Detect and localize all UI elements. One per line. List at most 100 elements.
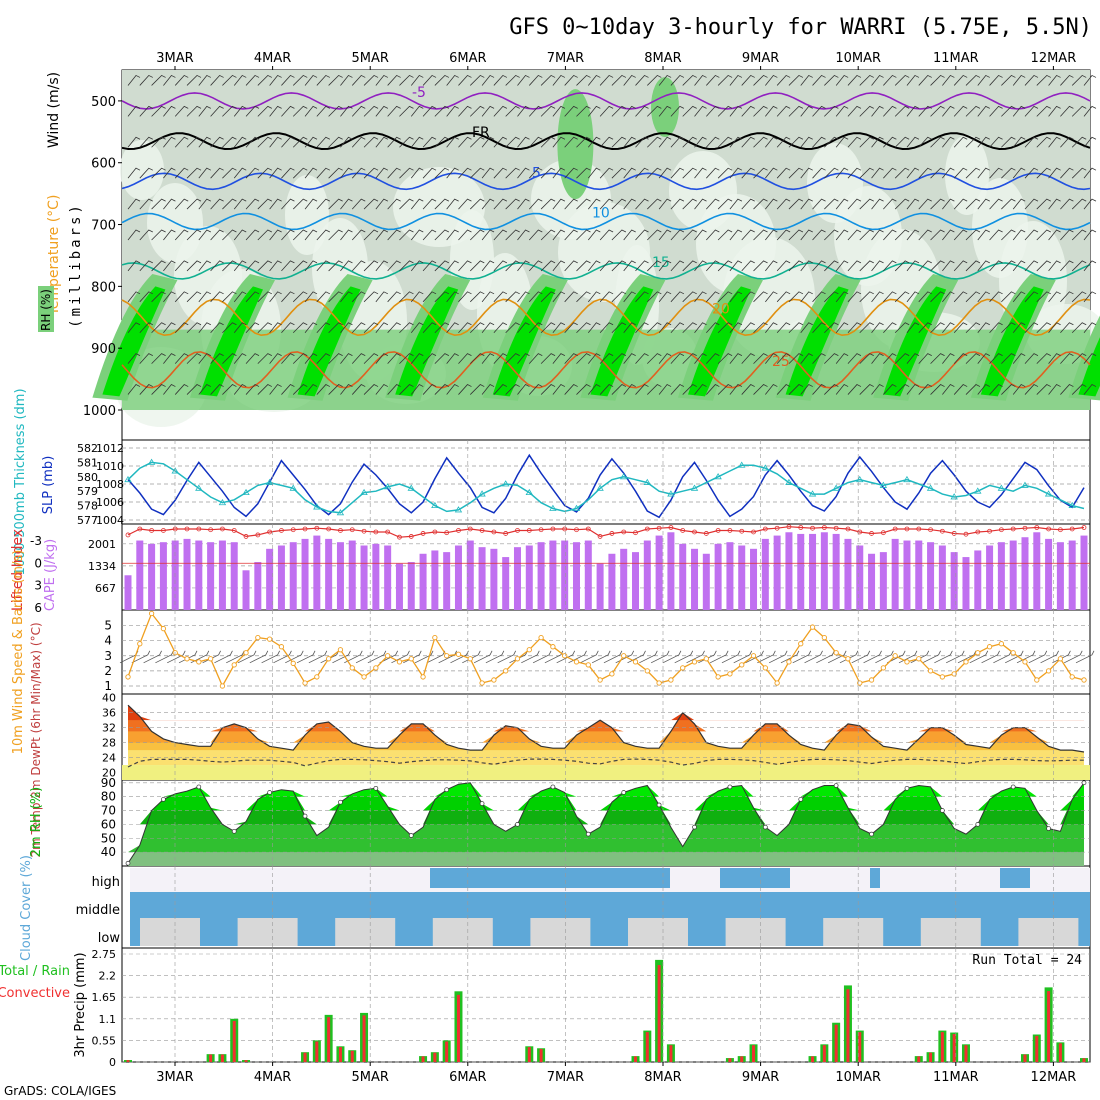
thickness-marker bbox=[1044, 490, 1053, 497]
wind-barb bbox=[269, 229, 282, 241]
isotherm-freezing bbox=[121, 132, 1091, 151]
wind-barb bbox=[647, 74, 662, 86]
wind-barb bbox=[351, 353, 366, 364]
wind-barb bbox=[953, 353, 968, 364]
wind-barb bbox=[198, 198, 211, 210]
wind-barb bbox=[942, 260, 955, 272]
wind-barb bbox=[706, 74, 720, 86]
wind-barb bbox=[682, 322, 697, 334]
wind-barb bbox=[540, 384, 556, 395]
wind-barb bbox=[765, 353, 778, 364]
wind-barb bbox=[269, 136, 282, 148]
wind-barb bbox=[871, 322, 884, 333]
wind-barb bbox=[1001, 260, 1016, 272]
precip-conv-bar bbox=[657, 964, 661, 1062]
wind-barb bbox=[906, 291, 920, 303]
rh-marker bbox=[692, 824, 697, 830]
wind-barb bbox=[257, 167, 273, 179]
wind-barb bbox=[835, 105, 849, 117]
wind-barb bbox=[871, 353, 884, 364]
precip-conv-bar bbox=[327, 1017, 331, 1062]
wind-barb bbox=[410, 260, 424, 272]
wind-barb bbox=[753, 260, 768, 272]
wind-barb bbox=[493, 291, 508, 303]
wind-barb bbox=[434, 136, 450, 148]
wind-barb bbox=[1083, 105, 1097, 117]
wind-barb bbox=[977, 291, 990, 303]
wind-barb bbox=[686, 650, 705, 664]
wind-barb bbox=[245, 167, 260, 179]
wind-barb bbox=[694, 136, 707, 148]
wind-speed-marker bbox=[196, 659, 202, 665]
wind-barb bbox=[623, 353, 636, 364]
wind-barb bbox=[611, 167, 627, 179]
precip-conv-bar bbox=[645, 1032, 649, 1062]
wind-barb bbox=[186, 384, 202, 395]
slp-tick: 1012 bbox=[96, 442, 124, 455]
wind-barb bbox=[281, 167, 295, 179]
wind-barb bbox=[186, 198, 202, 210]
wind-barb bbox=[328, 260, 343, 272]
wind-barb bbox=[281, 136, 295, 148]
wind-barb bbox=[481, 229, 495, 241]
wind-barb bbox=[340, 384, 353, 395]
cape-bar bbox=[407, 562, 415, 610]
date-label: 3MAR bbox=[156, 1070, 193, 1085]
wind-barb bbox=[812, 322, 826, 333]
slp-tick: 1010 bbox=[96, 460, 124, 473]
rh-line bbox=[127, 782, 1085, 864]
wind-barb bbox=[587, 136, 601, 148]
wind-barb bbox=[387, 229, 401, 241]
rh-marker bbox=[621, 790, 627, 795]
axis-label: 2m Temp 2m DewPt (6hr Min/Max) (°C) bbox=[29, 622, 43, 857]
wind-barb bbox=[422, 198, 437, 210]
wind-barb bbox=[847, 384, 862, 395]
wind-barb bbox=[989, 384, 1003, 395]
wind-barb bbox=[694, 260, 707, 272]
wind-barb bbox=[599, 291, 614, 303]
wind-barb bbox=[776, 198, 791, 210]
wind-barb bbox=[1036, 74, 1051, 86]
wind-barb bbox=[127, 322, 141, 333]
wind-barb bbox=[977, 198, 990, 210]
li-marker bbox=[951, 531, 957, 536]
li-marker bbox=[538, 527, 544, 533]
wind-barb bbox=[1060, 260, 1074, 272]
axis-label: Wind (m/s) bbox=[46, 72, 62, 148]
wind-speed-marker bbox=[632, 659, 639, 665]
wind-barb bbox=[186, 260, 202, 272]
li-marker bbox=[349, 527, 355, 533]
cape-bar bbox=[490, 548, 498, 610]
wind-barb bbox=[222, 291, 237, 303]
cape-bar bbox=[891, 538, 899, 610]
wind-barb bbox=[316, 260, 331, 272]
wind-barb bbox=[237, 650, 257, 664]
wind-barb bbox=[363, 105, 379, 117]
wind-barb bbox=[599, 229, 614, 241]
wind-barb bbox=[481, 260, 495, 272]
li-marker bbox=[786, 524, 792, 530]
cape-bar bbox=[761, 538, 769, 610]
cape-bar bbox=[159, 542, 167, 610]
wind-barb bbox=[800, 322, 813, 333]
pressure-tick: 700 bbox=[91, 219, 116, 234]
wind-barb bbox=[741, 105, 755, 117]
wind-speed-marker bbox=[302, 680, 308, 686]
wind-barb bbox=[765, 384, 778, 395]
thickness-marker bbox=[454, 506, 463, 513]
wind-barb bbox=[682, 167, 697, 179]
li-marker bbox=[987, 528, 992, 534]
wind-barb bbox=[906, 384, 920, 395]
wind-barb bbox=[505, 384, 520, 395]
wind-barb bbox=[481, 105, 495, 117]
cape-bar bbox=[832, 533, 840, 610]
cape-bar bbox=[148, 543, 156, 610]
axis-label: CAPE (J/kg) bbox=[43, 539, 58, 611]
thickness-marker bbox=[643, 478, 652, 485]
wind-barb bbox=[328, 322, 343, 334]
wind-speed-marker bbox=[585, 662, 591, 668]
wind-barb bbox=[1071, 229, 1087, 241]
wind-barb bbox=[587, 74, 601, 86]
isotherm-label: 10 bbox=[592, 205, 610, 221]
